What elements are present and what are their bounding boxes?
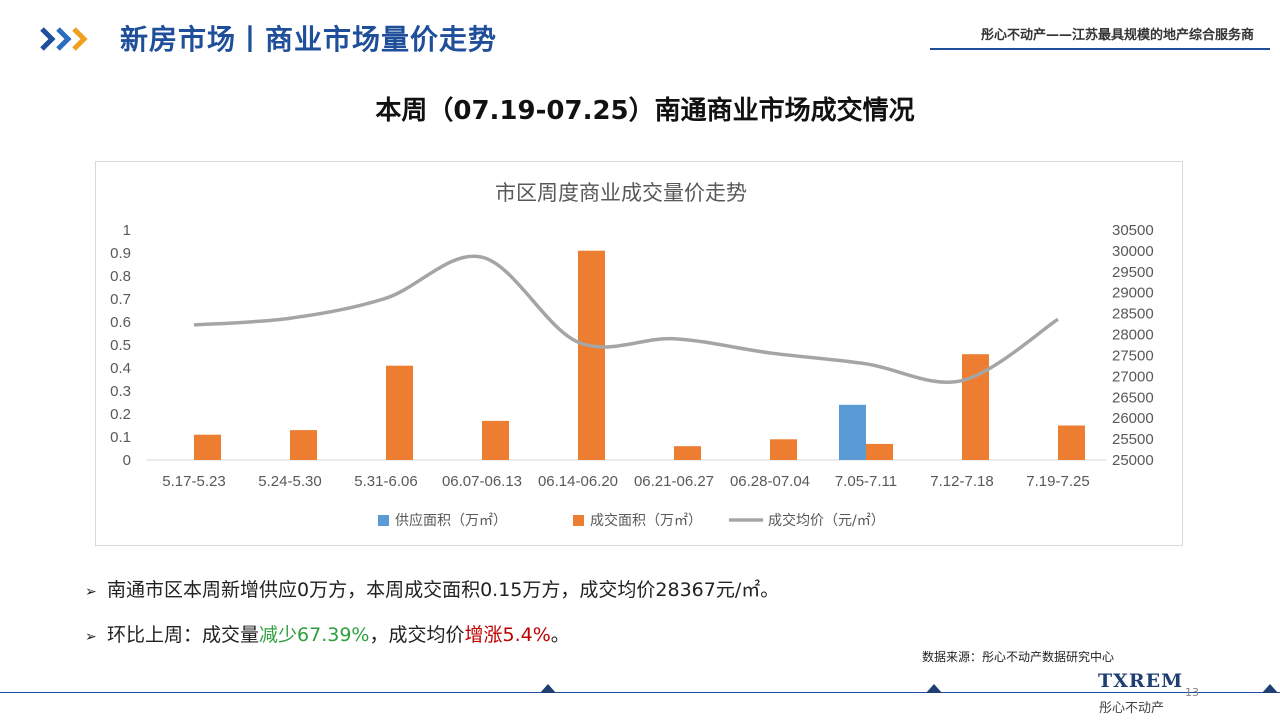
x-tick-label: 06.14-06.20 (538, 473, 618, 490)
y-left-tick-label: 0.9 (110, 245, 131, 262)
y-left-tick-label: 0 (123, 452, 131, 469)
x-tick-label: 5.31-6.06 (354, 473, 417, 490)
y-right-tick-label: 29500 (1112, 264, 1154, 281)
y-right-tick-label: 28500 (1112, 306, 1154, 323)
x-tick-label: 7.19-7.25 (1026, 473, 1089, 490)
bullet-summary-text: 南通市区本周新增供应0万方，本周成交面积0.15万方，成交均价28367元/㎡。 (107, 579, 780, 601)
company-slogan: 彤心不动产——江苏最具规模的地产综合服务商 (980, 28, 1254, 43)
y-left-tick-label: 0.1 (110, 429, 131, 446)
x-tick-label: 5.17-5.23 (162, 473, 225, 490)
chevrons-icon (40, 27, 88, 51)
y-right-tick-label: 27000 (1112, 368, 1154, 385)
volume-change: 减少67.39% (259, 624, 370, 646)
deal-bar (482, 420, 509, 460)
legend-swatch (378, 515, 389, 526)
deal-bar (770, 439, 797, 460)
chart-container: 市区周度商业成交量价走势 0 0.1 0.2 0.3 0.4 0.5 0.6 0.7 0.8 0.9… (95, 161, 1183, 546)
section-heading: 本周（07.19-07.25）南通商业市场成交情况 (375, 96, 915, 126)
bullet-summary: ➢ 南通市区本周新增供应0万方，本周成交面积0.15万方，成交均价28367元/㎡… (85, 575, 779, 602)
comparison-prefix: 环比上周：成交量 (107, 624, 260, 646)
legend-label: 成交面积（万㎡） (590, 512, 702, 529)
arrow-bullet-icon: ➢ (85, 584, 97, 600)
legend-label: 成交均价（元/㎡） (768, 512, 885, 529)
price-line (193, 254, 1059, 384)
combo-chart: 市区周度商业成交量价走势 0 0.1 0.2 0.3 0.4 0.5 0.6 0.7 0.8 0.9… (110, 182, 1154, 529)
y-left-tick-label: 0.2 (110, 406, 131, 423)
comparison-mid: ，成交均价 (369, 624, 465, 646)
triangle-marker-icon (1262, 684, 1278, 693)
legend-swatch (573, 515, 584, 526)
deal-bar (674, 446, 701, 460)
arrow-bullet-icon: ➢ (85, 629, 97, 645)
deal-bar (386, 365, 413, 460)
y-left-tick-label: 0.4 (110, 360, 131, 377)
y-left-tick-label: 1 (123, 222, 131, 239)
y-left-tick-label: 0.6 (110, 314, 131, 331)
y-right-tick-label: 26000 (1112, 410, 1154, 427)
x-tick-label: 06.21-06.27 (634, 473, 714, 490)
x-tick-label: 7.05-7.11 (835, 473, 897, 490)
y-left-tick-label: 0.8 (110, 268, 131, 285)
y-right-tick-label: 27500 (1112, 347, 1154, 364)
x-tick-label: 06.28-07.04 (730, 473, 810, 490)
legend-label: 供应面积（万㎡） (395, 512, 507, 529)
x-tick-label: 7.12-7.18 (930, 473, 993, 490)
footer-logo-subtitle: 彤心不动产 (1099, 701, 1165, 716)
data-source: 数据来源：彤心不动产数据研究中心 (922, 650, 1115, 664)
x-tick-label: 06.07-06.13 (442, 473, 522, 490)
triangle-marker-icon (926, 684, 942, 693)
y-left-tick-label: 0.3 (110, 383, 131, 400)
y-right-tick-label: 26500 (1112, 389, 1154, 406)
chart-title: 市区周度商业成交量价走势 (495, 182, 747, 205)
y-right-tick-label: 25000 (1112, 452, 1154, 469)
comparison-suffix: 。 (550, 624, 570, 646)
deal-bar (578, 250, 605, 460)
supply-bar (839, 404, 866, 460)
x-tick-label: 5.24-5.30 (258, 473, 321, 490)
y-left-tick-label: 0.7 (110, 291, 131, 308)
footer-divider (0, 692, 1280, 693)
y-right-tick-label: 28000 (1112, 327, 1154, 344)
deal-bar (194, 434, 221, 460)
y-left-tick-label: 0.5 (110, 337, 131, 354)
deal-bar (290, 430, 317, 460)
header: 新房市场丨商业市场量价走势 彤心不动产——江苏最具规模的地产综合服务商 (0, 0, 1280, 70)
footer-logo: TXREM (1098, 670, 1184, 692)
triangle-marker-icon (540, 684, 556, 693)
deal-bar (1058, 425, 1085, 460)
page-number: 13 (1185, 686, 1199, 699)
y-right-tick-label: 30000 (1112, 243, 1154, 260)
y-right-tick-label: 25500 (1112, 431, 1154, 448)
y-right-tick-label: 30500 (1112, 222, 1154, 239)
y-right-tick-label: 29000 (1112, 285, 1154, 302)
header-divider (930, 48, 1270, 50)
page-title: 新房市场丨商业市场量价走势 (120, 23, 498, 56)
price-change: 增涨5.4% (464, 624, 551, 646)
deal-bar (866, 443, 893, 460)
bullet-comparison: ➢ 环比上周：成交量减少67.39%，成交均价增涨5.4%。 (85, 620, 570, 647)
